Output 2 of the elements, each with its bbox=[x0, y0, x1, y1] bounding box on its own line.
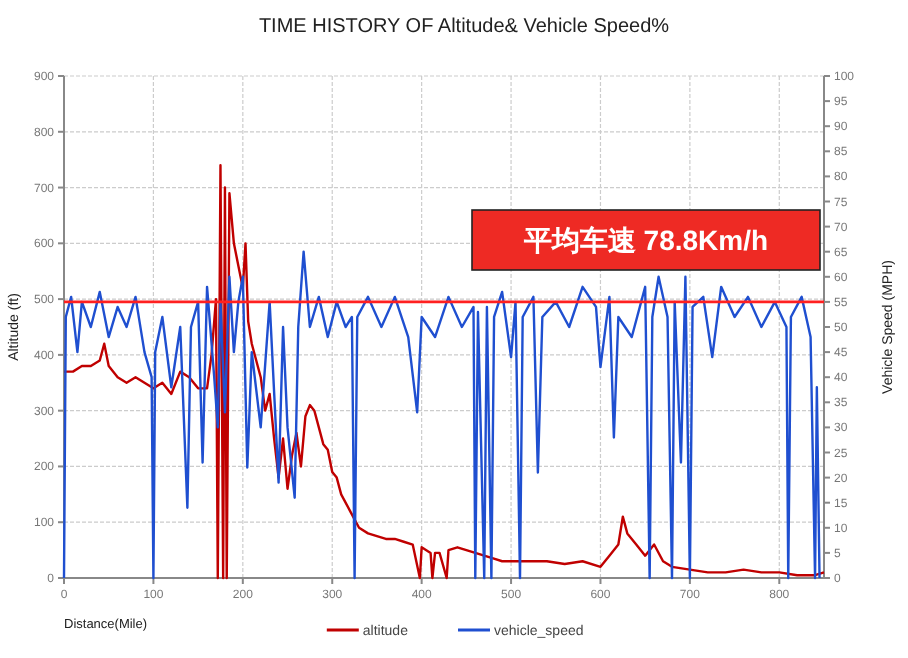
chart-title: TIME HISTORY OF Altitude& Vehicle Speed% bbox=[258, 16, 670, 38]
annotation: 平均车速 78.8Km/h bbox=[521, 224, 769, 256]
